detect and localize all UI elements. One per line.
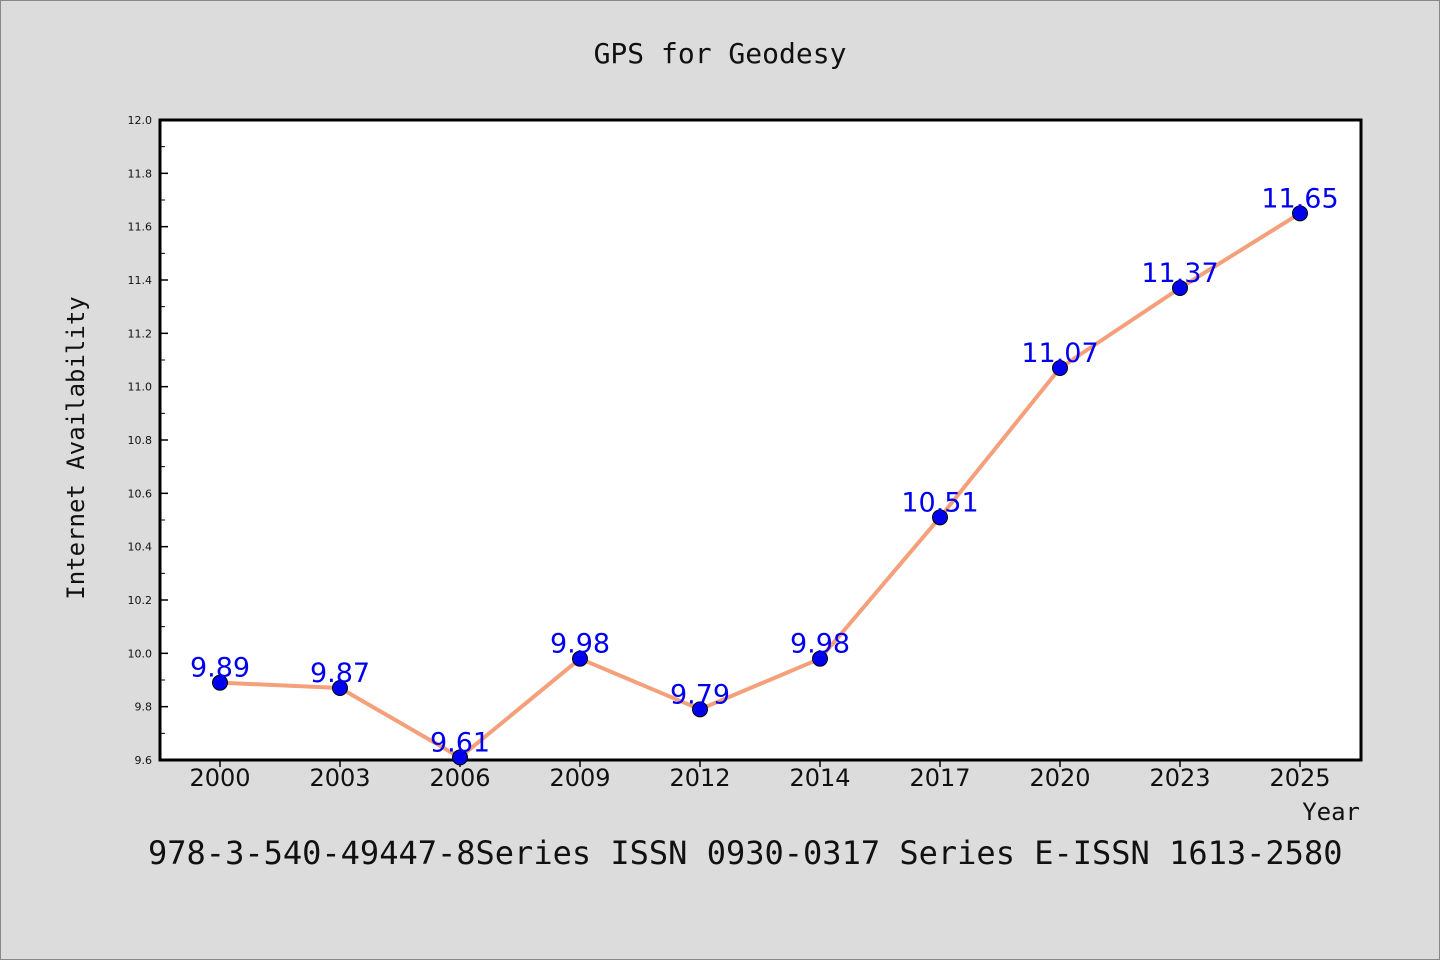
y-tick-label: 10.4: [128, 541, 153, 554]
data-point: [212, 674, 228, 691]
series-line: [219, 211, 1302, 760]
y-tick-label: 11.0: [128, 381, 153, 394]
data-label: 9.79: [670, 679, 730, 710]
y-tick-label: 11.4: [128, 274, 153, 287]
y-tick-label: 10.0: [128, 647, 153, 660]
y-tick-label: 12.0: [128, 114, 153, 127]
x-tick-label: 2006: [429, 764, 490, 792]
data-label: 9.98: [790, 629, 850, 660]
data-point: [1292, 205, 1308, 222]
data-label: 11.07: [1021, 338, 1098, 369]
x-tick-label: 2000: [189, 764, 250, 792]
x-tick-label: 2009: [549, 764, 610, 792]
chart-title: GPS for Geodesy: [594, 37, 847, 70]
x-tick-label: 2014: [789, 764, 850, 792]
plot-area: [158, 118, 1363, 762]
x-axis-ticks: 2000 2003 2006 2009 2012 2014 2017 2020 2023 2025: [189, 760, 1331, 792]
data-label: 9.89: [190, 653, 250, 684]
data-point: [692, 701, 708, 718]
data-point: [332, 680, 348, 696]
y-tick-label: 10.6: [128, 487, 153, 500]
x-tick-label: 2023: [1149, 764, 1210, 792]
series-layer: 9.89 9.87 9.61 9.98 9.79 9.98 10.51 11.07 11.37 1…: [190, 183, 1339, 766]
x-tick-label: 2025: [1269, 764, 1330, 792]
data-point: [452, 749, 468, 766]
data-label: 9.98: [550, 629, 610, 660]
y-tick-label: 9.8: [135, 701, 153, 714]
x-tick-label: 2003: [309, 764, 370, 792]
y-axis-label: Internet Availability: [62, 296, 90, 599]
data-label: 9.87: [310, 658, 370, 689]
data-point: [812, 650, 828, 667]
y-axis-ticks: 9.6 9.8 10.0 10.2 10.4 10.6 10.8 11.0 11.2 11.4 11…: [128, 114, 168, 767]
y-tick-label: 9.6: [135, 754, 153, 767]
y-tick-label: 10.2: [128, 594, 153, 607]
data-label: 10.51: [901, 487, 978, 518]
x-tick-label: 2020: [1029, 764, 1090, 792]
x-axis-label: Year: [1302, 798, 1360, 826]
isbn-issn-footer: 978-3-540-49447-8Series ISSN 0930-0317 S…: [148, 834, 1342, 872]
y-tick-label: 11.6: [128, 221, 153, 234]
data-point: [1172, 280, 1188, 296]
x-tick-label: 2017: [909, 764, 970, 792]
data-point: [1052, 360, 1068, 376]
x-tick-label: 2012: [669, 764, 730, 792]
data-point: [572, 650, 588, 667]
data-point: [932, 509, 948, 526]
data-label: 9.61: [430, 727, 490, 758]
y-tick-label: 11.2: [128, 327, 153, 340]
data-label: 11.37: [1141, 258, 1218, 289]
data-label: 11.65: [1261, 183, 1338, 214]
y-tick-label: 11.8: [128, 167, 153, 180]
y-tick-label: 10.8: [128, 434, 153, 447]
